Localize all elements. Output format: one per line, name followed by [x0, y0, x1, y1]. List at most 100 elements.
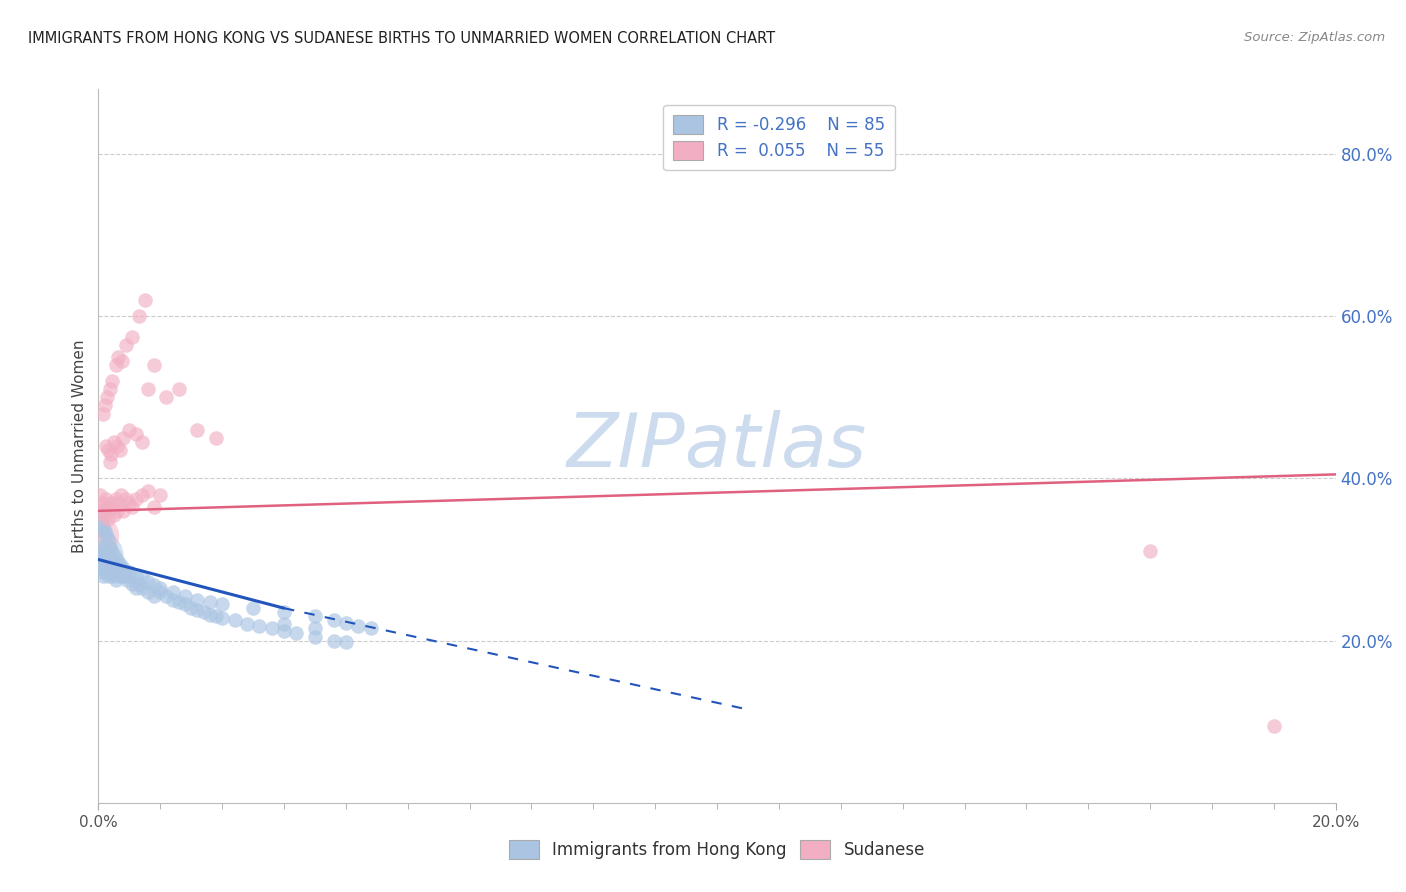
Point — [112, 504, 135, 518]
Point — [96, 549, 118, 563]
Point — [1139, 544, 1161, 558]
Point — [273, 605, 295, 619]
Point — [108, 557, 131, 571]
Text: ZIPatlas: ZIPatlas — [567, 410, 868, 482]
Point — [114, 568, 136, 582]
Point — [96, 560, 118, 574]
Point — [94, 528, 117, 542]
Point — [162, 593, 184, 607]
Point — [105, 565, 128, 579]
Point — [118, 565, 141, 579]
Point — [186, 423, 208, 437]
Point — [98, 382, 121, 396]
Point — [136, 575, 159, 590]
Point — [101, 374, 124, 388]
Point — [273, 617, 295, 632]
Point — [97, 557, 120, 571]
Point — [100, 496, 122, 510]
Point — [124, 426, 146, 441]
Point — [198, 607, 221, 622]
Point — [101, 568, 124, 582]
Point — [97, 533, 120, 547]
Point — [112, 560, 135, 574]
Point — [118, 423, 141, 437]
Point — [93, 508, 115, 522]
Point — [107, 350, 129, 364]
Point — [90, 557, 112, 571]
Point — [108, 443, 131, 458]
Point — [260, 622, 283, 636]
Point — [93, 407, 115, 421]
Point — [108, 560, 131, 574]
Point — [103, 549, 125, 563]
Point — [186, 593, 208, 607]
Point — [131, 570, 153, 584]
Point — [89, 544, 111, 558]
Point — [131, 434, 153, 449]
Point — [90, 504, 112, 518]
Point — [198, 595, 221, 609]
Point — [103, 565, 125, 579]
Point — [98, 541, 121, 555]
Point — [89, 552, 111, 566]
Point — [93, 524, 115, 538]
Point — [89, 488, 111, 502]
Point — [335, 635, 357, 649]
Text: Source: ZipAtlas.com: Source: ZipAtlas.com — [1244, 31, 1385, 45]
Point — [98, 565, 121, 579]
Point — [108, 496, 131, 510]
Point — [155, 390, 177, 404]
Point — [167, 595, 190, 609]
Point — [111, 354, 134, 368]
Point — [97, 552, 120, 566]
Point — [91, 496, 114, 510]
Point — [100, 544, 122, 558]
Point — [180, 601, 202, 615]
Point — [107, 568, 129, 582]
Point — [91, 516, 114, 530]
Point — [131, 488, 153, 502]
Point — [174, 589, 197, 603]
Point — [121, 500, 143, 514]
Point — [136, 585, 159, 599]
Point — [103, 557, 125, 571]
Point — [149, 585, 172, 599]
Point — [105, 552, 128, 566]
Point — [118, 568, 141, 582]
Point — [136, 483, 159, 498]
Point — [94, 439, 117, 453]
Point — [186, 603, 208, 617]
Point — [97, 504, 120, 518]
Point — [360, 622, 382, 636]
Point — [105, 504, 128, 518]
Point — [94, 500, 117, 514]
Point — [112, 431, 135, 445]
Point — [90, 504, 112, 518]
Point — [100, 447, 122, 461]
Y-axis label: Births to Unmarried Women: Births to Unmarried Women — [72, 339, 87, 553]
Point — [100, 560, 122, 574]
Point — [124, 581, 146, 595]
Text: IMMIGRANTS FROM HONG KONG VS SUDANESE BIRTHS TO UNMARRIED WOMEN CORRELATION CHAR: IMMIGRANTS FROM HONG KONG VS SUDANESE BI… — [28, 31, 775, 46]
Point — [97, 512, 120, 526]
Point — [103, 508, 125, 522]
Point — [87, 528, 110, 542]
Point — [128, 577, 150, 591]
Point — [96, 390, 118, 404]
Point — [211, 611, 233, 625]
Point — [93, 552, 115, 566]
Point — [93, 560, 115, 574]
Point — [149, 488, 172, 502]
Point — [94, 557, 117, 571]
Point — [90, 549, 112, 563]
Point — [98, 455, 121, 469]
Point — [174, 597, 197, 611]
Point — [104, 358, 127, 372]
Point — [205, 431, 228, 445]
Point — [242, 601, 264, 615]
Point — [335, 615, 357, 630]
Point — [96, 491, 118, 506]
Point — [304, 609, 326, 624]
Point — [136, 382, 159, 396]
Point — [110, 488, 132, 502]
